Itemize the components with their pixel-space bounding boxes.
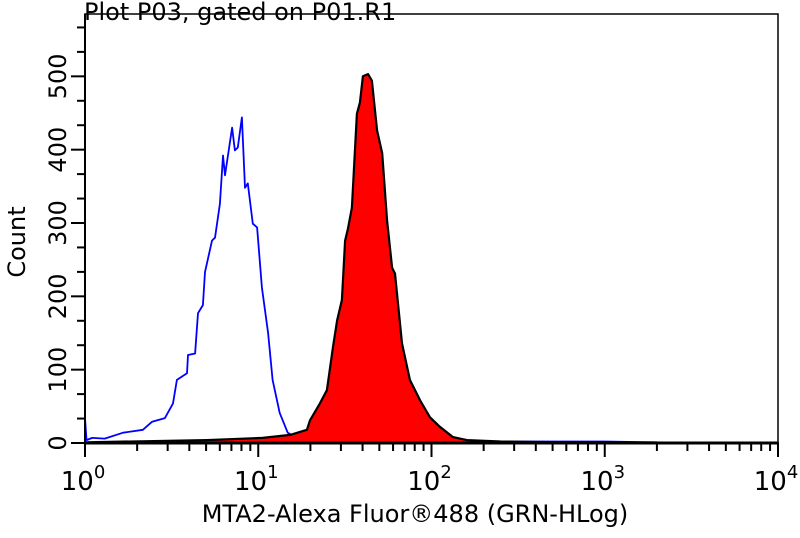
x-axis-label: MTA2-Alexa Fluor®488 (GRN-HLog) (201, 500, 629, 528)
outline-histogram-series (84, 116, 657, 444)
x-tick-label: 100 (61, 462, 106, 497)
tick-base: 10 (580, 467, 613, 497)
tick-base: 10 (407, 467, 440, 497)
x-tick-label: 101 (234, 462, 279, 497)
plot-frame (84, 13, 779, 444)
filled-histogram-series (83, 72, 780, 445)
tick-exponent: 3 (614, 462, 625, 483)
y-tick-label: 500 (44, 53, 72, 99)
tick-base: 10 (234, 467, 267, 497)
tick-exponent: 2 (440, 462, 451, 483)
y-tick-label: 100 (44, 347, 72, 393)
y-tick-label: 200 (44, 273, 72, 319)
tick-exponent: 1 (267, 462, 278, 483)
y-tick-label: 400 (44, 127, 72, 173)
y-tick-label: 0 (44, 435, 72, 450)
tick-base: 10 (61, 467, 94, 497)
x-tick-label: 102 (407, 462, 452, 497)
tick-exponent: 4 (787, 462, 798, 483)
y-tick-label: 300 (44, 200, 72, 246)
tick-base: 10 (754, 467, 787, 497)
x-tick-label: 103 (580, 462, 625, 497)
x-tick-label: 104 (754, 462, 799, 497)
chart-title: Plot P03, gated on P01.R1 (84, 0, 397, 26)
tick-exponent: 0 (94, 462, 105, 483)
